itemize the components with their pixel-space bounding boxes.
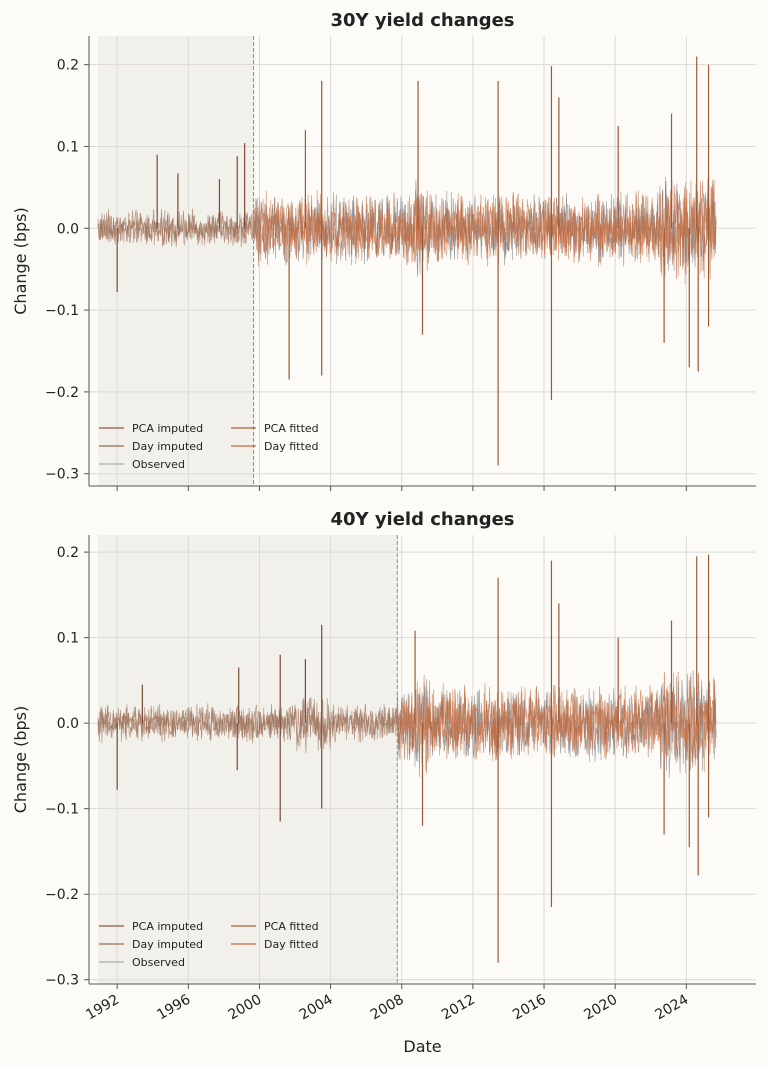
legend-label: Day imputed: [132, 440, 203, 453]
y-tick-label: −0.3: [45, 467, 79, 483]
y-tick-label: 0.2: [57, 545, 79, 561]
legend-label: Day imputed: [132, 938, 203, 951]
legend-label: Observed: [132, 458, 185, 471]
series-line-day-fitted: [253, 179, 717, 285]
y-axis-label: Change (bps): [11, 706, 30, 813]
chart-title: 40Y yield changes: [330, 509, 514, 530]
y-axis-label: Change (bps): [11, 207, 30, 314]
series-line-day-fitted: [396, 671, 717, 773]
y-tick-label: −0.1: [45, 303, 79, 319]
y-tick-label: 0.0: [57, 716, 79, 732]
legend-label: PCA imputed: [132, 422, 203, 435]
y-tick-label: −0.2: [45, 385, 79, 401]
legend-label: PCA imputed: [132, 920, 203, 933]
legend-label: Day fitted: [264, 440, 319, 453]
y-tick-label: −0.3: [45, 973, 79, 989]
legend-label: PCA fitted: [264, 920, 319, 933]
series-line-pca-imputed: [97, 208, 254, 247]
y-tick-label: 0.0: [57, 221, 79, 237]
x-axis-label: Date: [403, 1037, 441, 1056]
legend-label: Observed: [132, 956, 185, 969]
series-line-day-imputed: [97, 209, 254, 248]
imputed-region-shade: [97, 535, 398, 984]
series-line-day-imputed: [97, 697, 398, 754]
imputed-region-shade: [97, 36, 254, 486]
y-tick-label: 0.1: [57, 631, 79, 647]
chart-title: 30Y yield changes: [330, 10, 514, 31]
y-tick-label: −0.1: [45, 802, 79, 818]
chart-panel-1: −0.3 −0.2 −0.1 0.0 0.1 0.2 30Y yield changes Ch…: [11, 10, 756, 491]
legend-label: PCA fitted: [264, 422, 319, 435]
y-tick-label: 0.2: [57, 58, 79, 74]
legend-label: Day fitted: [264, 938, 319, 951]
y-tick-label: −0.2: [45, 887, 79, 903]
y-tick-label: 0.1: [57, 139, 79, 155]
